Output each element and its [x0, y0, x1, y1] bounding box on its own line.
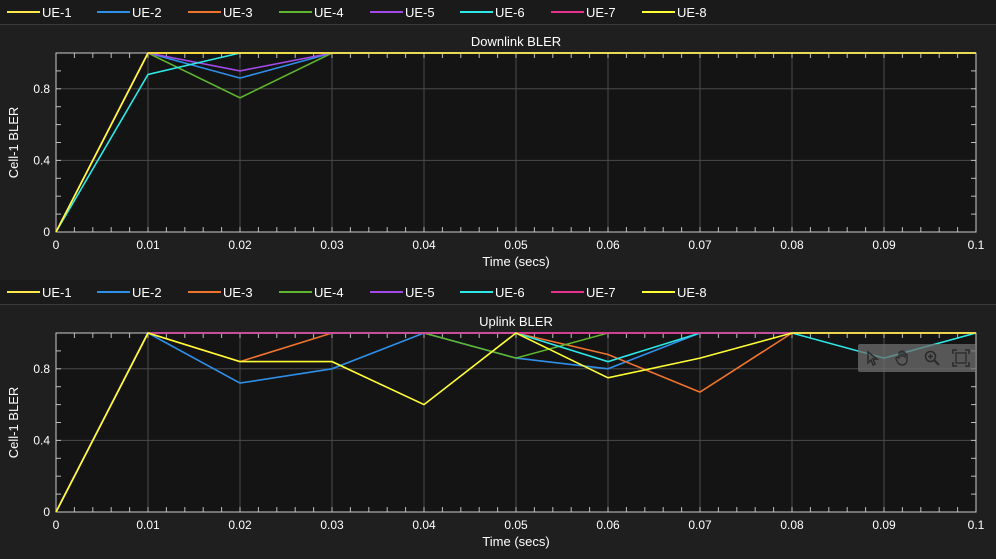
x-tick-label: 0.06 [596, 518, 620, 532]
y-tick-label: 0.4 [33, 153, 50, 167]
legend-item-ue-6[interactable]: UE-6 [460, 4, 525, 20]
legend-item-ue-2[interactable]: UE-2 [97, 284, 162, 300]
legend-label: UE-1 [42, 284, 72, 300]
zoom-in-icon[interactable] [920, 346, 944, 370]
legend-item-ue-7[interactable]: UE-7 [551, 284, 616, 300]
legend-item-ue-2[interactable]: UE-2 [97, 4, 162, 20]
legend-label: UE-8 [677, 4, 707, 20]
legend-item-ue-4[interactable]: UE-4 [279, 284, 344, 300]
chart-title: Uplink BLER [479, 314, 553, 329]
legend-label: UE-7 [586, 284, 616, 300]
y-axis-label: Cell-1 BLER [6, 107, 21, 179]
x-tick-label: 0.03 [320, 238, 344, 252]
y-tick-label: 0 [43, 505, 50, 519]
series-line-ue-8[interactable] [55, 52, 976, 233]
legend-label: UE-4 [314, 284, 344, 300]
x-axis-label: Time (secs) [482, 534, 549, 549]
legend-label: UE-3 [223, 4, 253, 20]
series-line-ue-8[interactable] [55, 332, 976, 513]
legend-swatch [7, 11, 40, 13]
legend-item-ue-5[interactable]: UE-5 [370, 4, 435, 20]
x-tick-label: 0.03 [320, 518, 344, 532]
x-tick-label: 0.09 [872, 238, 896, 252]
x-tick-label: 0.02 [228, 518, 252, 532]
legend-swatch [642, 11, 675, 13]
legend-item-ue-8[interactable]: UE-8 [642, 284, 707, 300]
y-tick-label: 0.4 [33, 433, 50, 447]
legend-swatch [460, 291, 493, 293]
legend-item-ue-7[interactable]: UE-7 [551, 4, 616, 20]
legend-label: UE-6 [495, 4, 525, 20]
x-tick-label: 0.05 [504, 238, 528, 252]
legend-item-ue-5[interactable]: UE-5 [370, 284, 435, 300]
legend-label: UE-1 [42, 4, 72, 20]
x-tick-label: 0.07 [688, 518, 712, 532]
legend: UE-1 UE-2 UE-3 UE-4 UE-5 UE-6 UE-7 UE-8 [0, 280, 996, 305]
legend-swatch [370, 11, 403, 13]
legend-label: UE-5 [405, 4, 435, 20]
x-tick-label: 0.01 [136, 518, 160, 532]
legend-swatch [642, 291, 675, 293]
legend-label: UE-8 [677, 284, 707, 300]
legend-label: UE-4 [314, 4, 344, 20]
chart-title: Downlink BLER [471, 34, 561, 49]
legend-label: UE-5 [405, 284, 435, 300]
legend-swatch [7, 291, 40, 293]
legend-swatch [460, 11, 493, 13]
axes-toolbar [858, 344, 976, 372]
uplink-bler-chart[interactable]: Uplink BLER 0 0.01 0.02 0.03 0.04 0.05 0.06 0.07… [0, 304, 996, 559]
legend-item-ue-3[interactable]: UE-3 [188, 4, 253, 20]
x-tick-label: 0.01 [136, 238, 160, 252]
y-tick-label: 0.8 [33, 362, 50, 376]
legend-swatch [97, 11, 130, 13]
legend-label: UE-7 [586, 4, 616, 20]
uplink-bler-panel: UE-1 UE-2 UE-3 UE-4 UE-5 UE-6 UE-7 UE-8 Uplink … [0, 280, 996, 559]
legend-swatch [551, 11, 584, 13]
x-tick-label: 0.02 [228, 238, 252, 252]
downlink-bler-panel: UE-1 UE-2 UE-3 UE-4 UE-5 UE-6 UE-7 UE-8 Downlin… [0, 0, 996, 279]
y-tick-label: 0.8 [33, 82, 50, 96]
x-tick-label: 0 [53, 518, 60, 532]
x-tick-label: 0.08 [780, 518, 804, 532]
y-tick-label: 0 [43, 225, 50, 239]
legend-swatch [188, 11, 221, 13]
legend-label: UE-2 [132, 4, 162, 20]
legend-item-ue-8[interactable]: UE-8 [642, 4, 707, 20]
legend-item-ue-6[interactable]: UE-6 [460, 284, 525, 300]
x-tick-label: 0.1 [968, 238, 985, 252]
x-tick-label: 0.04 [412, 238, 436, 252]
legend-label: UE-2 [132, 284, 162, 300]
x-axis-label: Time (secs) [482, 254, 549, 269]
x-tick-label: 0.04 [412, 518, 436, 532]
x-tick-label: 0.06 [596, 238, 620, 252]
data-cursor-icon[interactable] [861, 346, 885, 370]
legend: UE-1 UE-2 UE-3 UE-4 UE-5 UE-6 UE-7 UE-8 [0, 0, 996, 25]
legend-item-ue-4[interactable]: UE-4 [279, 4, 344, 20]
x-tick-label: 0.1 [968, 518, 985, 532]
legend-swatch [279, 11, 312, 13]
pan-icon[interactable] [890, 346, 914, 370]
legend-swatch [279, 291, 312, 293]
legend-item-ue-3[interactable]: UE-3 [188, 284, 253, 300]
downlink-bler-chart[interactable]: Downlink BLER 0 0.01 0.02 0.03 0.04 0.05 0.06 0.… [0, 24, 996, 279]
legend-swatch [97, 291, 130, 293]
x-tick-label: 0.05 [504, 518, 528, 532]
legend-label: UE-6 [495, 284, 525, 300]
legend-item-ue-1[interactable]: UE-1 [7, 4, 72, 20]
legend-swatch [551, 291, 584, 293]
restore-view-icon[interactable] [949, 346, 973, 370]
x-tick-label: 0.07 [688, 238, 712, 252]
x-tick-label: 0.08 [780, 238, 804, 252]
x-tick-label: 0 [53, 238, 60, 252]
y-axis-label: Cell-1 BLER [6, 387, 21, 459]
legend-swatch [188, 291, 221, 293]
legend-label: UE-3 [223, 284, 253, 300]
legend-swatch [370, 291, 403, 293]
legend-item-ue-1[interactable]: UE-1 [7, 284, 72, 300]
x-tick-label: 0.09 [872, 518, 896, 532]
